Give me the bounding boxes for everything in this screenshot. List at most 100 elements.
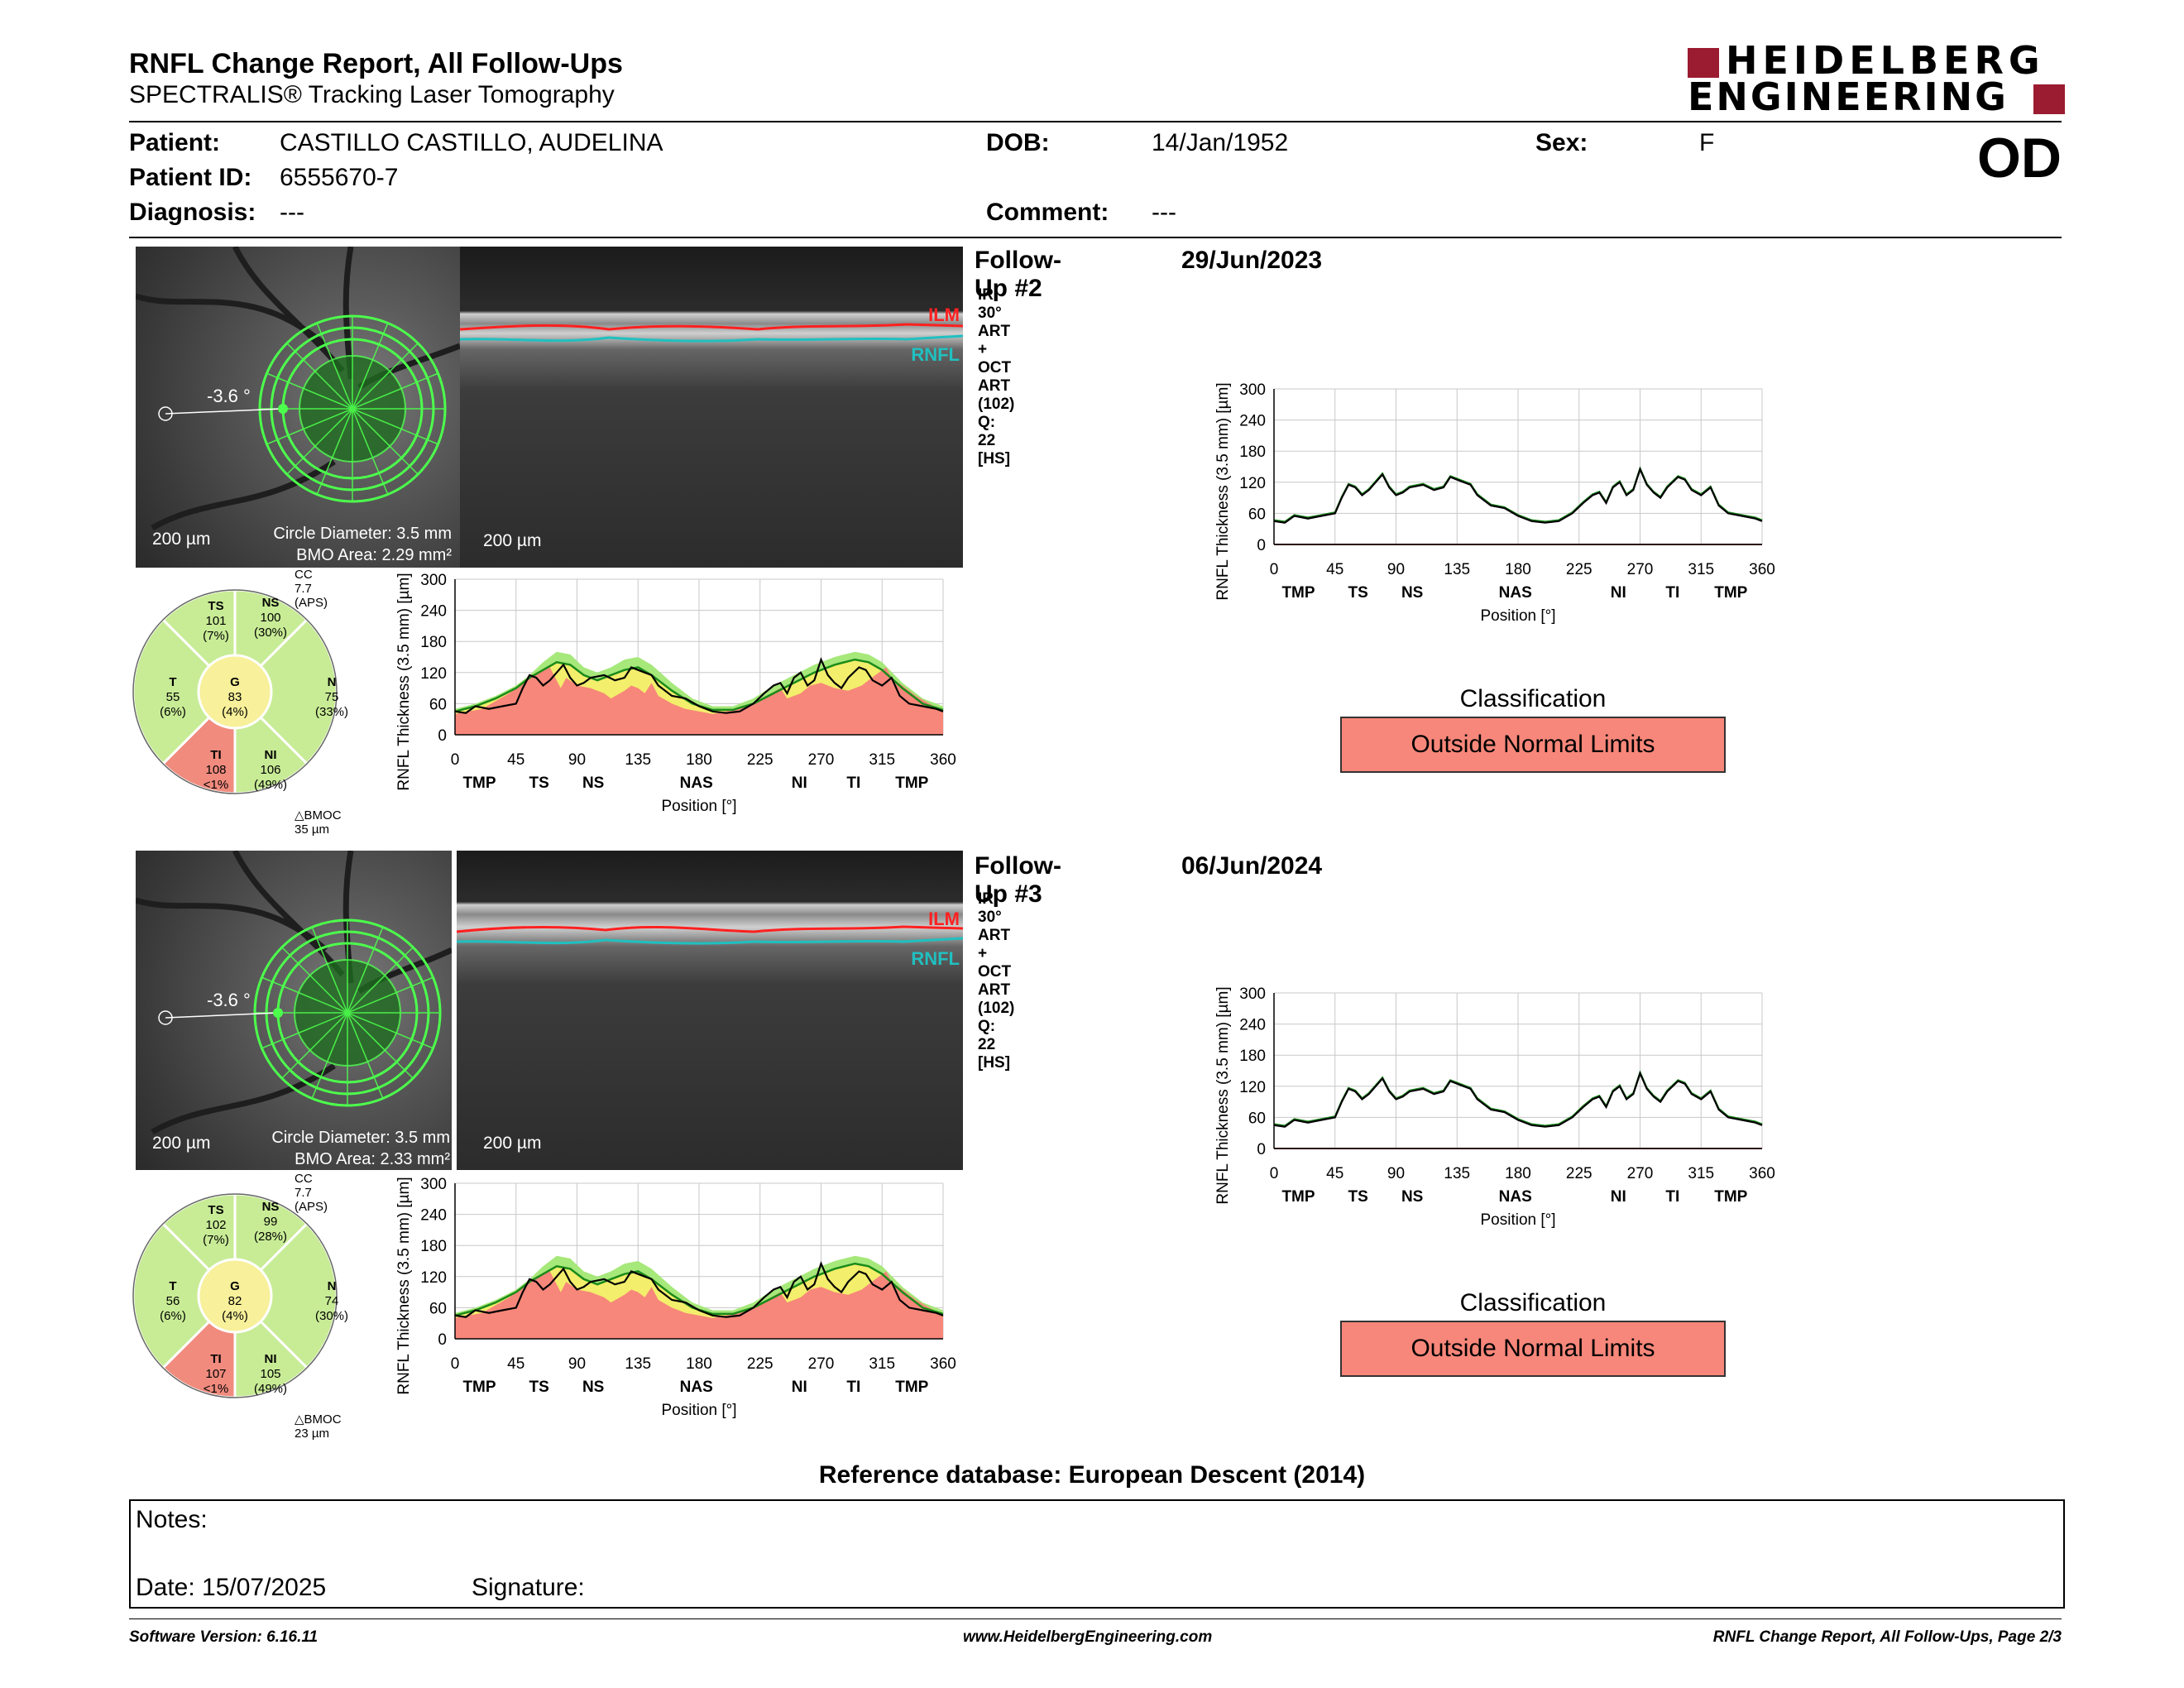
x-tick-label: 360 (1749, 561, 1775, 578)
region-label: NI (792, 774, 807, 792)
oct-layers (457, 925, 963, 945)
software-version: Software Version: 6.16.11 (129, 1628, 318, 1646)
sector-ns: NS 99 (28%) (250, 1200, 291, 1244)
sector-chart (132, 1192, 338, 1399)
x-tick-label: 135 (1444, 561, 1470, 578)
sector-ns-pct: (30%) (253, 626, 287, 640)
patient-id: 6555670-7 (280, 164, 399, 191)
x-tick-label: 0 (1270, 561, 1279, 578)
x-tick-label: 180 (686, 1355, 712, 1373)
region-label: TMP (1714, 1188, 1747, 1206)
x-tick-label: 0 (451, 751, 460, 769)
x-tick-label: 180 (1505, 561, 1531, 578)
followup-date: 29/Jun/2023 (1181, 247, 1323, 274)
cc-label: CC 7.7 (APS) (295, 1172, 328, 1214)
sector-ni-label: NI (264, 748, 277, 762)
circle-diameter: Circle Diameter: 3.5 mm (271, 1129, 450, 1147)
oct-layers (460, 323, 963, 343)
notes-label: Notes: (136, 1506, 208, 1533)
sector-ts: TS 101 (7%) (195, 599, 237, 644)
bmo-area: BMO Area: 2.29 mm² (296, 546, 452, 564)
sector-ni-value: 106 (260, 763, 281, 777)
fundus-image: -3.6 ° 200 µm Circle Diameter: 3.5 mm BM… (136, 851, 452, 1170)
region-label: NS (1401, 1188, 1423, 1206)
region-label: NAS (1499, 584, 1532, 602)
y-tick-label: 240 (420, 1207, 447, 1225)
rnfl-label: RNFL (911, 948, 960, 969)
y-tick-label: 120 (420, 665, 447, 683)
x-tick-label: 180 (1505, 1165, 1531, 1182)
notes-box[interactable]: Notes: Date: 15/07/2025 Signature: (129, 1499, 2065, 1609)
y-tick-label: 0 (1257, 1141, 1266, 1158)
company-logo: HEIDELBERG ENGINEERING (1688, 40, 2065, 117)
sector-t-label: T (169, 1279, 177, 1293)
report-title: RNFL Change Report, All Follow-Ups (129, 48, 623, 79)
company-website[interactable]: www.HeidelbergEngineering.com (963, 1628, 1213, 1646)
region-label: TS (529, 1379, 548, 1396)
x-axis-title: Position [°] (1480, 1211, 1555, 1229)
y-tick-label: 300 (420, 1176, 447, 1193)
sector-ti-value: 108 (205, 763, 227, 777)
sector-ni: NI 106 (49%) (250, 748, 291, 793)
patient-thickness-line (454, 657, 944, 714)
region-label: TMP (462, 1379, 496, 1396)
y-tick-label: 120 (1239, 1079, 1266, 1096)
sector-ti-pct: <1% (203, 778, 229, 792)
sector-ns-value: 99 (263, 1215, 278, 1229)
sector-ts-label: TS (208, 1203, 224, 1217)
comment-label: Comment: (986, 199, 1109, 226)
sector-g-pct: (4%) (222, 705, 248, 719)
followup-title: Follow-Up #3 (975, 852, 1061, 908)
sector-n-value: 75 (324, 690, 339, 704)
bmo-area: BMO Area: 2.33 mm² (295, 1150, 450, 1168)
x-tick-label: 225 (747, 751, 774, 769)
sector-ns: NS 100 (30%) (250, 596, 291, 640)
fundus-angle: -3.6 ° (207, 990, 251, 1010)
sex-value: F (1699, 129, 1715, 156)
ilm-label: ILM (928, 909, 960, 929)
sector-g-value: 82 (228, 1294, 242, 1308)
notes-date: Date: 15/07/2025 (136, 1574, 327, 1601)
sector-ts-value: 102 (205, 1218, 227, 1232)
region-label: TI (846, 1379, 860, 1396)
sex-label: Sex: (1535, 129, 1588, 156)
classification-title: Classification (1459, 685, 1607, 712)
fundus-angle: -3.6 ° (207, 386, 251, 406)
followup-thickness-line (1273, 1071, 1763, 1128)
x-tick-label: 90 (1387, 561, 1405, 578)
scan-info: IR 30° ART + OCT ART (102) Q: 22 [HS] (978, 890, 1015, 1072)
patient-id-label: Patient ID: (129, 164, 252, 191)
region-label: NAS (1499, 1188, 1532, 1206)
y-tick-label: 60 (1248, 1110, 1266, 1127)
sector-ts-pct: (7%) (203, 1233, 229, 1247)
sector-g: G 82 (4%) (214, 1279, 256, 1324)
region-label: TMP (895, 1379, 928, 1396)
cc-label: CC 7.7 (APS) (295, 568, 328, 610)
sector-t-pct: (6%) (160, 705, 186, 719)
fundus-scale-bar: 200 µm (152, 530, 211, 549)
sector-n-pct: (30%) (314, 1309, 348, 1323)
fundus-overlay (136, 851, 452, 1135)
sector-ts-pct: (7%) (203, 629, 229, 643)
region-label: TMP (1714, 584, 1747, 602)
sector-t-label: T (169, 675, 177, 689)
sector-g-label: G (230, 1279, 240, 1293)
sector-n-pct: (33%) (314, 705, 348, 719)
scan-info: IR 30° ART + OCT ART (102) Q: 22 [HS] (978, 286, 1015, 468)
sector-ts: TS 102 (7%) (195, 1203, 237, 1248)
region-label: TS (1348, 1188, 1367, 1206)
followup-date: 06/Jun/2024 (1181, 852, 1323, 880)
ilm-label: ILM (928, 305, 960, 325)
y-tick-label: 60 (429, 696, 447, 713)
y-axis-title: RNFL Thickness (3.5 mm) [µm] (1214, 382, 1232, 600)
eye-indicator: OD (1977, 127, 2062, 189)
sector-ns-pct: (28%) (253, 1230, 287, 1244)
x-tick-label: 315 (869, 751, 895, 769)
x-tick-label: 135 (625, 1355, 651, 1373)
y-tick-label: 0 (1257, 537, 1266, 554)
x-tick-label: 45 (507, 751, 524, 769)
x-tick-label: 0 (451, 1355, 460, 1373)
sector-ns-label: NS (261, 596, 280, 610)
